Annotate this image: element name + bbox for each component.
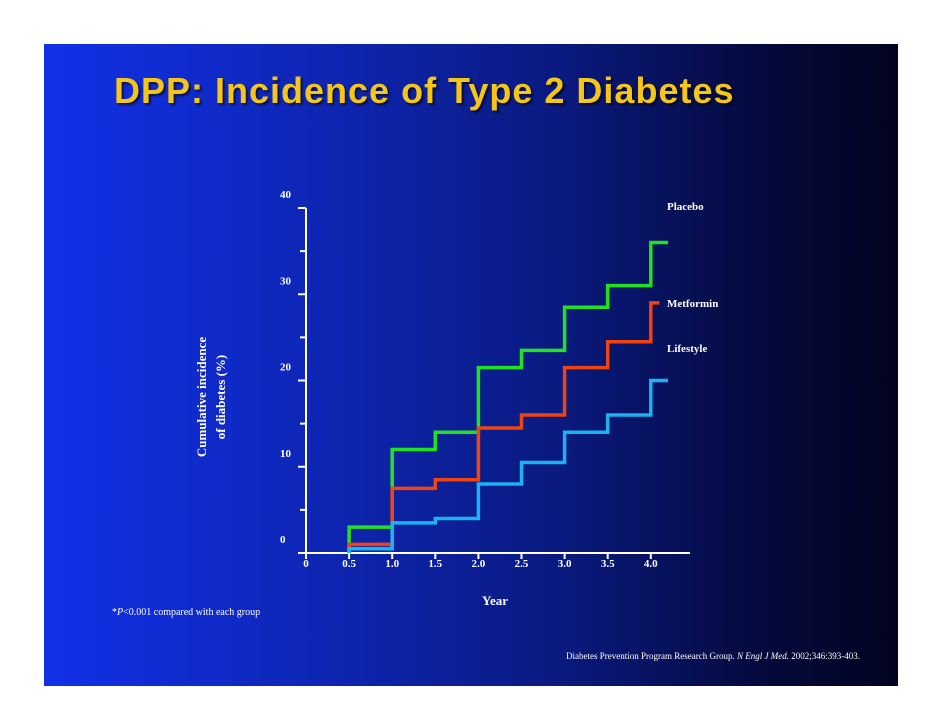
- citation: Diabetes Prevention Program Research Gro…: [566, 651, 860, 661]
- x-tick-label-0: 0: [303, 558, 309, 570]
- citation-journal: N Engl J Med.: [736, 651, 789, 661]
- y-axis-title-line-1: Cumulative incidence: [194, 337, 209, 457]
- ticks: 0 10 20 30 40 0 0.5 1.0 1.5 2.0 2.5 3.0 3.5 4.0: [280, 189, 658, 570]
- axes: [305, 208, 690, 554]
- series-layer: [347, 240, 669, 553]
- legend-metformin: Metformin: [667, 298, 718, 310]
- y-tick-label-20: 20: [280, 362, 292, 374]
- x-tick-label-2.5: 2.5: [515, 558, 529, 570]
- footnote-text: <0.001 compared with each group: [123, 607, 261, 618]
- x-tick-label-0.5: 0.5: [342, 558, 356, 570]
- footnote: *P<0.001 compared with each group: [112, 607, 260, 618]
- slide: DPP: Incidence of Type 2 Diabetes Cumula…: [44, 44, 898, 686]
- footnote-p: P: [117, 607, 124, 618]
- series-lifestyle-line: [347, 378, 669, 553]
- x-tick-label-2: 2.0: [472, 558, 486, 570]
- footnote-prefix: *: [112, 607, 117, 618]
- y-tick-label-30: 30: [280, 275, 292, 287]
- y-tick-label-40: 40: [280, 189, 292, 201]
- y-axis-title-line-2: of diabetes (%): [213, 355, 228, 440]
- x-tick-label-4: 4.0: [644, 558, 658, 570]
- y-tick-label-0: 0: [280, 534, 286, 546]
- incidence-chart: Cumulative incidence of diabetes (%) 0 10…: [194, 189, 718, 608]
- citation-ref: 2002;346:393-403.: [788, 651, 860, 661]
- y-tick-label-10: 10: [280, 448, 292, 460]
- x-tick-label-3.5: 3.5: [601, 558, 615, 570]
- legend-placebo: Placebo: [667, 201, 704, 213]
- series-placebo-line: [347, 240, 669, 553]
- legend-lifestyle: Lifestyle: [667, 343, 707, 355]
- y-axis-title: Cumulative incidence of diabetes (%): [194, 337, 228, 457]
- legend-layer: Placebo Metformin Lifestyle: [667, 201, 718, 355]
- citation-authors: Diabetes Prevention Program Research Gro…: [566, 651, 737, 661]
- slide-title: DPP: Incidence of Type 2 Diabetes: [114, 70, 735, 111]
- series-metformin-line: [347, 301, 660, 553]
- x-tick-label-3: 3.0: [558, 558, 572, 570]
- x-axis-title: Year: [482, 593, 508, 608]
- x-tick-label-1: 1.0: [385, 558, 399, 570]
- x-tick-label-1.5: 1.5: [428, 558, 442, 570]
